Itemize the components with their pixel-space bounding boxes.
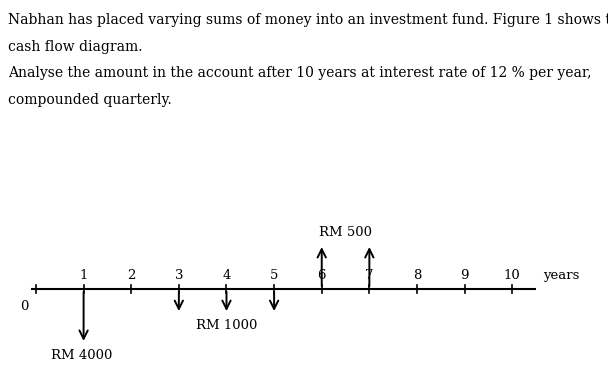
Text: 3: 3 bbox=[174, 269, 183, 282]
Text: RM 500: RM 500 bbox=[319, 226, 372, 239]
Text: 8: 8 bbox=[413, 269, 421, 282]
Text: 4: 4 bbox=[223, 269, 230, 282]
Text: 10: 10 bbox=[504, 269, 520, 282]
Text: RM 1000: RM 1000 bbox=[196, 319, 257, 332]
Text: 7: 7 bbox=[365, 269, 373, 282]
Text: 9: 9 bbox=[460, 269, 469, 282]
Text: cash flow diagram.: cash flow diagram. bbox=[8, 40, 142, 54]
Text: RM 4000: RM 4000 bbox=[50, 349, 112, 362]
Text: years: years bbox=[543, 269, 579, 282]
Text: Nabhan has placed varying sums of money into an investment fund. Figure 1 shows : Nabhan has placed varying sums of money … bbox=[8, 13, 608, 27]
Text: 2: 2 bbox=[127, 269, 136, 282]
Text: 6: 6 bbox=[317, 269, 326, 282]
Text: 5: 5 bbox=[270, 269, 278, 282]
Text: compounded quarterly.: compounded quarterly. bbox=[8, 93, 171, 107]
Text: 1: 1 bbox=[80, 269, 88, 282]
Text: Analyse the amount in the account after 10 years at interest rate of 12 % per ye: Analyse the amount in the account after … bbox=[8, 66, 592, 80]
Text: 0: 0 bbox=[20, 299, 28, 313]
